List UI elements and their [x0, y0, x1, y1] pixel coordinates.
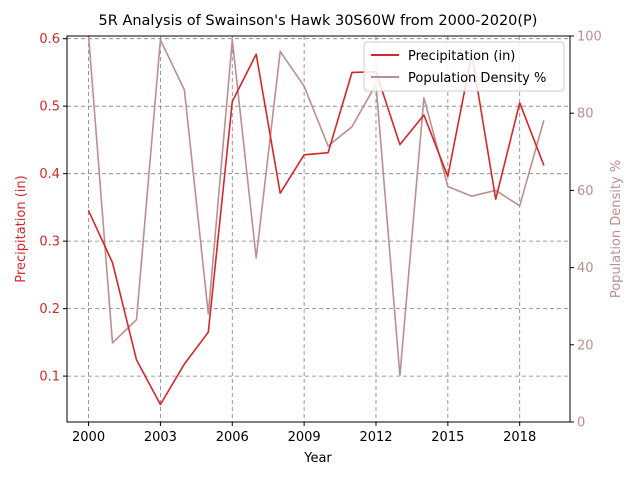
y-right-tick-label: 40: [577, 261, 594, 276]
legend-box: [363, 41, 565, 92]
chart-title: 5R Analysis of Swainson's Hawk 30S60W fr…: [99, 13, 538, 29]
x-axis: 2000 2003 2006 2009 2012 2015 2018: [72, 422, 536, 445]
x-tick-label: 2000: [72, 430, 105, 445]
y-left-tick-label: 0.6: [39, 32, 60, 47]
x-tick-label: 2018: [503, 430, 536, 445]
y-left-tick-label: 0.1: [39, 370, 60, 385]
legend: Precipitation (in) Population Density %: [363, 41, 565, 92]
y-right-tick-label: 100: [577, 30, 602, 45]
y-right-tick-label: 80: [577, 107, 594, 122]
x-axis-title: Year: [303, 451, 332, 466]
y-left-tick-label: 0.4: [39, 167, 60, 182]
x-tick-label: 2015: [431, 430, 464, 445]
y-axis-right: 0 20 40 60 80 100: [570, 30, 602, 431]
y-axis-left-title: Precipitation (in): [14, 175, 29, 282]
y-right-tick-label: 60: [577, 184, 594, 199]
y-left-tick-label: 0.3: [39, 235, 60, 250]
legend-label-population-density: Population Density %: [408, 71, 546, 86]
y-right-tick-label: 20: [577, 338, 594, 353]
x-tick-label: 2009: [288, 430, 321, 445]
y-axis-left: 0.1 0.2 0.3 0.4 0.5 0.6: [39, 32, 67, 385]
x-tick-label: 2003: [144, 430, 177, 445]
y-right-tick-label: 0: [577, 416, 585, 431]
x-tick-label: 2012: [359, 430, 392, 445]
plot-frame: [66, 35, 571, 423]
x-tick-label: 2006: [216, 430, 249, 445]
y-left-tick-label: 0.2: [39, 302, 60, 317]
y-left-tick-label: 0.5: [39, 100, 60, 115]
series-line-population-density: [87, 35, 545, 377]
legend-label-precipitation: Precipitation (in): [408, 49, 515, 64]
y-axis-right-title: Population Density %: [609, 160, 624, 298]
